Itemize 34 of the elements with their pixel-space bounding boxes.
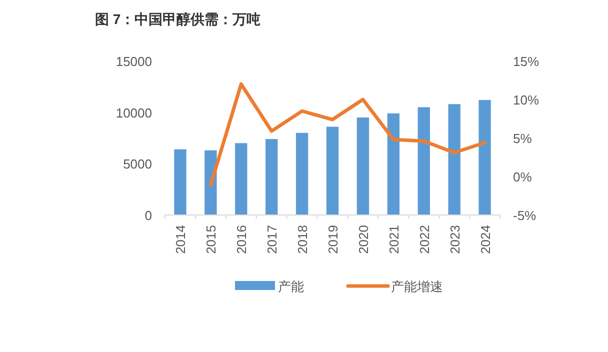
bar	[448, 104, 460, 215]
x-tick-label: 2020	[356, 225, 371, 254]
bar	[478, 100, 491, 215]
x-tick-label: 2022	[416, 225, 432, 254]
bar	[418, 107, 430, 215]
legend-label: 产能增速	[391, 279, 443, 294]
y-tick-label: 0	[144, 208, 152, 223]
bar	[326, 126, 339, 215]
y-tick-label: 5000	[123, 156, 152, 172]
y-tick-label: 10000	[116, 105, 152, 120]
x-tick-label: 2014	[173, 225, 188, 254]
bar	[387, 113, 400, 215]
bar	[356, 117, 370, 215]
y-tick-label: 15000	[116, 54, 152, 69]
x-tick-label: 2019	[326, 225, 340, 254]
x-tick-label: 2024	[478, 225, 493, 254]
y2-tick-label: -5%	[513, 208, 537, 223]
chart-title: 图 7：中国甲醇供需：万吨	[95, 11, 261, 27]
y2-tick-label: 15%	[513, 54, 540, 69]
x-tick-label: 2016	[234, 225, 250, 254]
bar	[296, 132, 308, 215]
x-tick-label: 2015	[204, 225, 219, 254]
bar	[266, 139, 278, 215]
x-tick-label: 2018	[295, 225, 310, 254]
bar	[174, 149, 186, 215]
bar	[235, 143, 248, 215]
x-tick-label: 2017	[264, 225, 280, 254]
y2-tick-label: 10%	[513, 92, 540, 108]
y2-tick-label: 5%	[513, 131, 532, 146]
x-tick-label: 2023	[447, 225, 462, 254]
legend-label: 产能	[278, 279, 304, 294]
line-series	[208, 82, 487, 187]
x-tick-label: 2021	[386, 225, 402, 254]
y2-tick-label: 0%	[513, 170, 532, 184]
